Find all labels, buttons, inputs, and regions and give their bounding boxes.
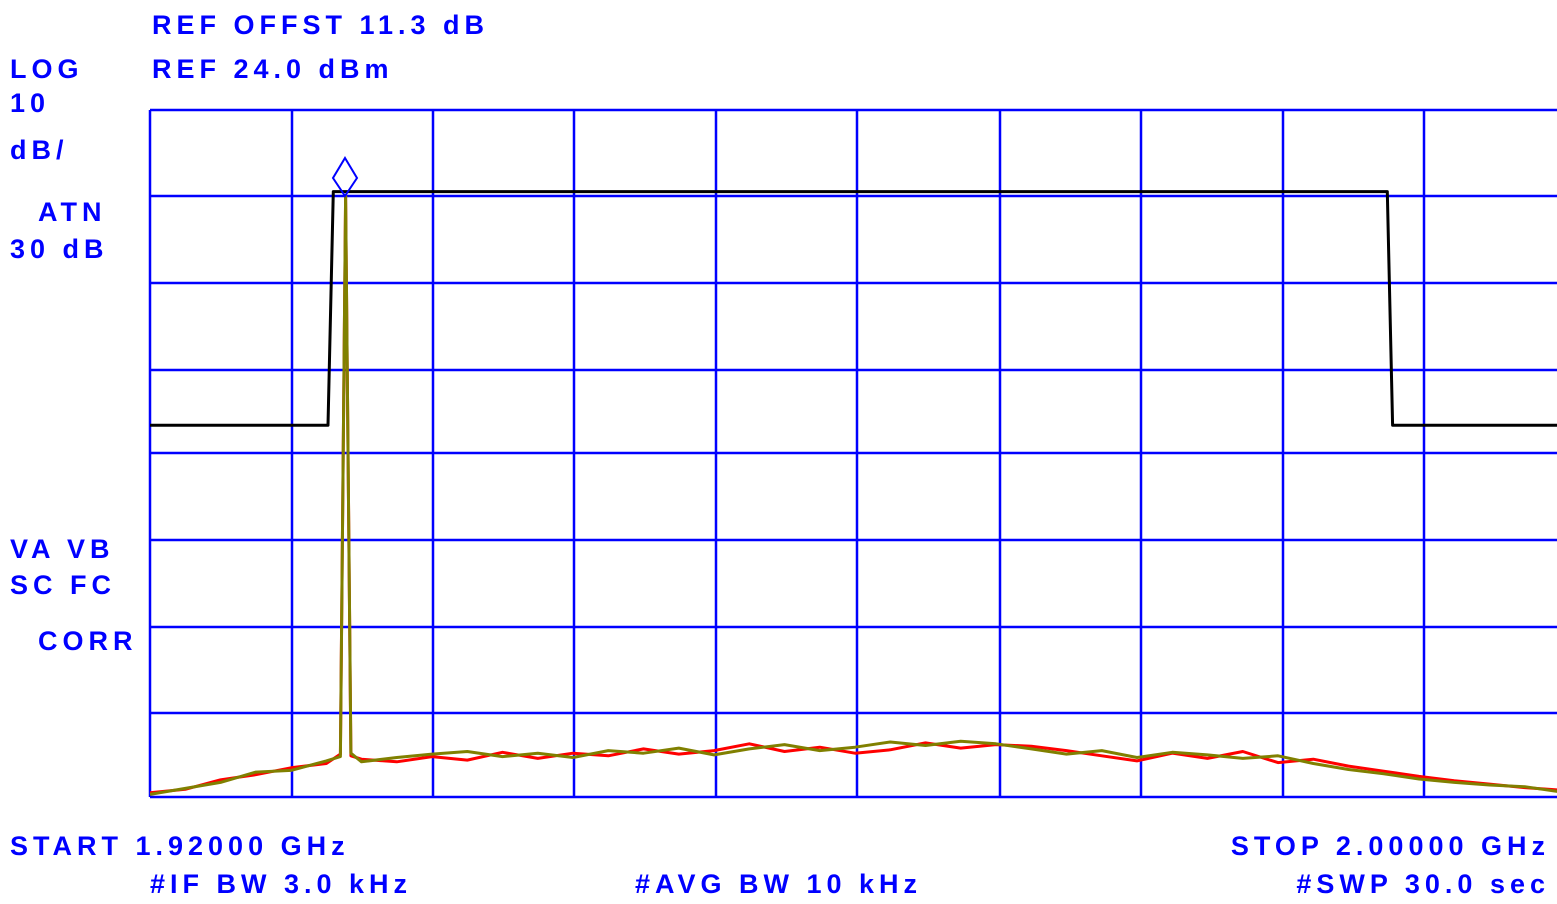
sweep-time: #SWP 30.0 sec [1296,869,1550,899]
marker [331,156,359,198]
avg-bw: #AVG BW 10 kHz [635,869,922,899]
grid [148,108,1557,799]
stop-freq: STOP 2.00000 GHz [1231,831,1550,861]
status-sc-fc: SC FC [10,570,116,600]
scale-mode: LOG [10,54,84,84]
status-corr: CORR [38,626,138,656]
scale-unit: dB/ [10,135,69,165]
status-va-vb: VA VB [10,534,115,564]
start-freq: START 1.92000 GHz [10,831,350,861]
ref-offset: REF OFFST 11.3 dB [152,10,489,40]
if-bw: #IF BW 3.0 kHz [150,869,412,899]
scale-value: 10 [10,88,50,118]
traces [149,190,1557,796]
atten-label: ATN [38,197,107,227]
trace [149,194,1557,795]
ref-level: REF 24.0 dBm [152,54,394,84]
trace [149,194,1557,796]
limit-line [150,190,1557,427]
atten-value: 30 dB [10,234,109,264]
